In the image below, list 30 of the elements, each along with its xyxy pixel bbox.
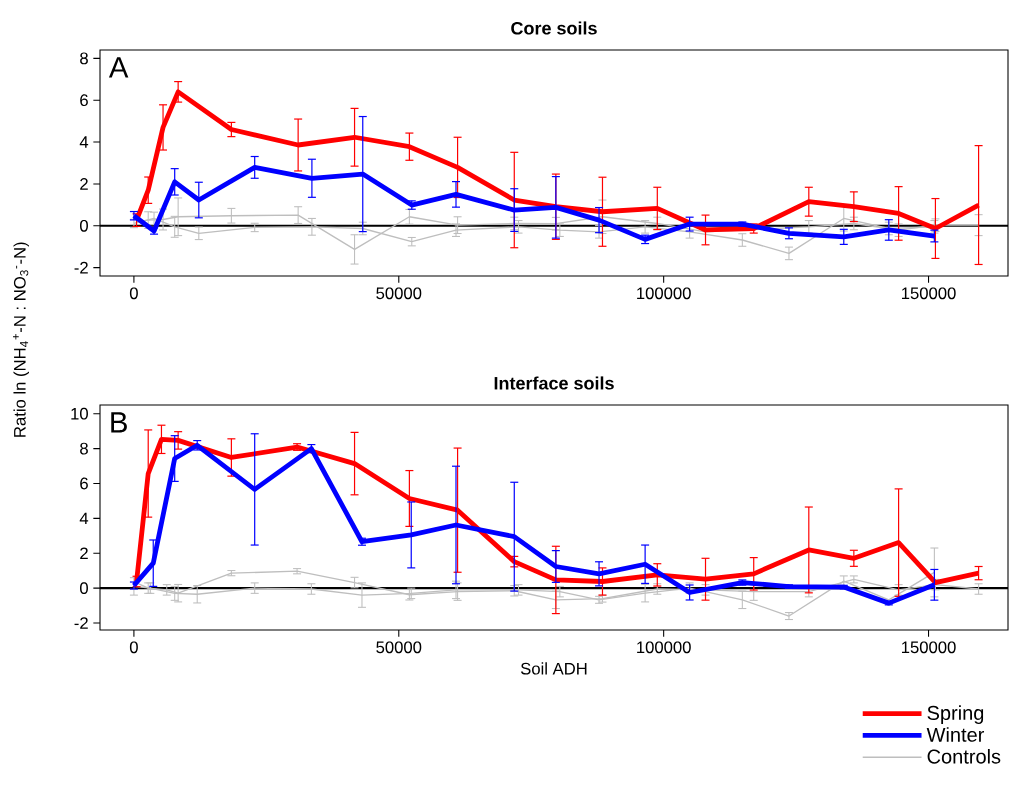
- y-tick-label: 4: [79, 136, 89, 148]
- chart-title: Core soils: [511, 21, 597, 35]
- legend-label: Winter: [926, 727, 985, 742]
- y-tick-label: -2: [74, 261, 88, 274]
- x-tick-label: 100000: [637, 641, 691, 654]
- x-tick-label: 150000: [902, 287, 956, 300]
- y-tick-label: 8: [80, 442, 88, 455]
- y-tick-label: 0: [80, 219, 88, 232]
- x-tick-label: 150000: [902, 641, 956, 654]
- y-tick-label: 0: [80, 582, 88, 595]
- x-tick-label: 100000: [637, 287, 691, 300]
- y-axis-title: Ratio ln (NH$_{4}$$^{+}$-N : NO$_{3}$$^{-}$-N): [13, 242, 29, 437]
- y-tick-label: -2: [74, 617, 88, 629]
- legend-label: Controls: [927, 748, 1001, 764]
- chart-title: Interface soils: [494, 376, 614, 390]
- y-tick-label: 10: [71, 407, 88, 420]
- x-tick-label: 0: [129, 641, 138, 654]
- x-tick-label: 0: [129, 287, 138, 300]
- y-tick-label: 6: [80, 477, 88, 490]
- x-axis-title: Soil ADH: [520, 662, 587, 675]
- y-tick-label: 4: [79, 512, 89, 525]
- x-tick-label: 50000: [376, 287, 422, 300]
- annotation: B: [111, 412, 127, 433]
- x-tick-label: 50000: [376, 641, 422, 654]
- annotation: A: [108, 57, 129, 78]
- y-tick-label: 2: [80, 178, 88, 190]
- y-tick-label: 2: [80, 547, 88, 560]
- y-tick-label: 8: [80, 52, 88, 65]
- legend-label: Spring: [927, 705, 984, 724]
- y-tick-label: 6: [80, 94, 88, 107]
